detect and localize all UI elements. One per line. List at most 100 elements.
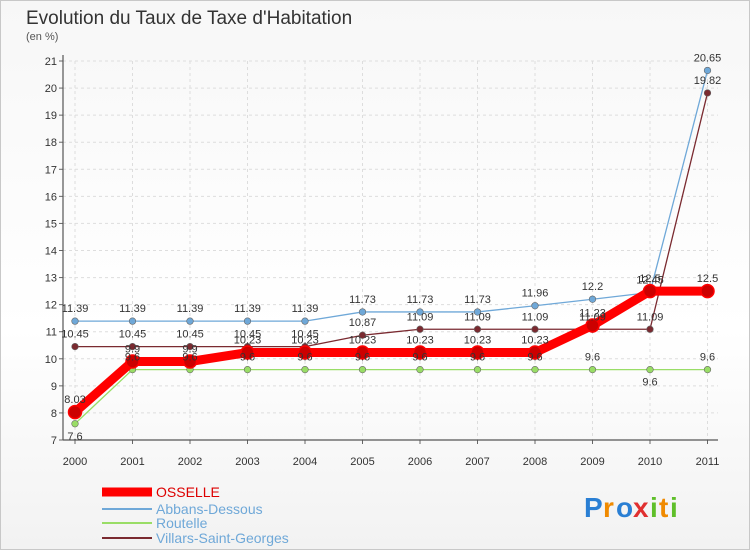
data-label-villars-saint-georges: 10.87	[349, 317, 377, 329]
x-tick-label: 2009	[580, 456, 604, 468]
series-line-villars-saint-georges	[74, 92, 709, 348]
x-tick-label: 2006	[408, 456, 432, 468]
chart-title: Evolution du Taux de Taxe d'Habitation	[26, 8, 352, 29]
data-label-osselle: 10.23	[291, 335, 319, 347]
data-label-osselle: 10.23	[464, 335, 492, 347]
data-label-abbans-dessous: 11.73	[464, 294, 491, 306]
data-label-abbans-dessous: 11.39	[234, 303, 261, 315]
data-label-osselle: 9.9	[125, 343, 140, 355]
series-line-osselle	[70, 286, 712, 417]
data-label-villars-saint-georges: 11.09	[407, 311, 434, 323]
data-label-villars-saint-georges: 11.09	[579, 311, 606, 323]
data-label-routelle: 9.6	[355, 352, 370, 364]
point-osselle	[67, 404, 83, 420]
data-label-osselle: 11.23	[579, 307, 606, 319]
y-tick-label: 16	[45, 191, 57, 203]
point-osselle	[297, 345, 313, 360]
y-tick-label: 10	[45, 354, 57, 366]
brand-letter: i	[650, 492, 658, 523]
y-tick-label: 9	[51, 381, 57, 393]
point-abbans-dessous	[588, 295, 597, 303]
point-osselle	[182, 354, 198, 369]
data-label-abbans-dessous: 11.39	[119, 303, 146, 315]
y-tick-label: 8	[51, 408, 57, 420]
x-tick-label: 2008	[523, 456, 547, 468]
series-line-routelle	[74, 368, 709, 425]
y-tick-label: 19	[45, 110, 57, 122]
y-tick-label: 13	[45, 273, 57, 285]
data-label-abbans-dessous: 11.39	[292, 303, 319, 315]
point-villars-saint-georges	[703, 89, 712, 97]
data-label-routelle: 9.6	[182, 352, 197, 364]
brand-letter: P	[584, 492, 603, 523]
point-abbans-dessous	[358, 308, 367, 316]
data-label-villars-saint-georges: 10.45	[61, 329, 89, 341]
point-villars-saint-georges	[473, 325, 482, 333]
data-label-routelle: 9.6	[700, 352, 715, 364]
legend-label-osselle: OSSELLE	[156, 484, 220, 500]
grid	[63, 60, 718, 440]
data-label-villars-saint-georges: 10.45	[234, 329, 262, 341]
point-abbans-dessous	[71, 317, 79, 325]
data-label-abbans-dessous: 11.73	[407, 294, 434, 306]
data-label-routelle: 9.6	[240, 352, 255, 364]
data-label-routelle: 9.6	[125, 352, 140, 364]
data-label-osselle: 10.23	[349, 335, 377, 347]
data-label-osselle: 10.23	[406, 335, 434, 347]
point-villars-saint-georges	[531, 325, 539, 333]
brand-letter: t	[659, 492, 668, 523]
brand-letter: o	[616, 492, 633, 523]
point-abbans-dessous	[243, 317, 252, 325]
data-label-osselle: 10.23	[234, 335, 262, 347]
brand-letter: x	[633, 492, 649, 523]
point-villars-saint-georges	[186, 343, 194, 351]
point-osselle	[470, 345, 485, 360]
data-label-routelle: 9.6	[642, 377, 657, 389]
series-line-abbans-dessous	[74, 69, 709, 322]
y-tick-label: 17	[45, 164, 57, 176]
point-villars-saint-georges	[646, 325, 654, 333]
data-label-villars-saint-georges: 11.09	[637, 311, 664, 323]
point-osselle	[125, 354, 140, 369]
point-osselle	[700, 283, 715, 299]
point-villars-saint-georges	[358, 331, 367, 339]
x-tick-label: 2010	[638, 456, 662, 468]
legend-label-routelle: Routelle	[156, 515, 208, 531]
point-routelle	[588, 366, 597, 374]
point-osselle	[355, 345, 370, 360]
point-osselle	[585, 318, 600, 333]
data-label-abbans-dessous: 11.39	[177, 303, 204, 315]
data-label-villars-saint-georges: 11.09	[464, 311, 491, 323]
point-routelle	[531, 366, 539, 374]
x-tick-label: 2001	[120, 456, 144, 468]
data-label-villars-saint-georges: 10.45	[291, 329, 319, 341]
data-label-osselle: 10.23	[521, 335, 549, 347]
y-tick-label: 21	[45, 56, 57, 68]
point-osselle	[642, 283, 658, 299]
data-label-abbans-dessous: 12.45	[636, 274, 664, 286]
axes: 7 8 9 10 11 12 13 14 15 16 17 18 19 20 21 2000 2001 2002 2…	[45, 55, 719, 468]
x-tick-label: 2003	[235, 456, 259, 468]
point-villars-saint-georges	[128, 343, 137, 351]
data-label-osselle: 8.03	[64, 394, 85, 406]
x-tick-label: 2005	[350, 456, 374, 468]
data-label-routelle: 9.6	[527, 352, 542, 364]
y-tick-label: 20	[45, 83, 57, 95]
y-tick-label: 18	[45, 137, 57, 149]
point-abbans-dessous	[703, 66, 712, 75]
point-routelle	[358, 366, 367, 374]
point-abbans-dessous	[416, 308, 424, 316]
point-abbans-dessous	[473, 308, 482, 316]
point-routelle	[646, 366, 654, 374]
data-label-villars-saint-georges: 11.09	[522, 311, 549, 323]
chart-subtitle: (en %)	[26, 31, 58, 43]
point-routelle	[703, 366, 712, 374]
y-tick-label: 15	[45, 218, 57, 230]
legend-label-abbans-dessous: Abbans-Dessous	[156, 501, 263, 517]
x-tick-label: 2002	[178, 456, 202, 468]
brand-letter: i	[670, 492, 678, 523]
point-osselle	[240, 345, 255, 360]
data-labels: 8.03 9.9 9.9 10.23 10.23 10.23 10.23 10.23 10.23…	[61, 52, 721, 442]
